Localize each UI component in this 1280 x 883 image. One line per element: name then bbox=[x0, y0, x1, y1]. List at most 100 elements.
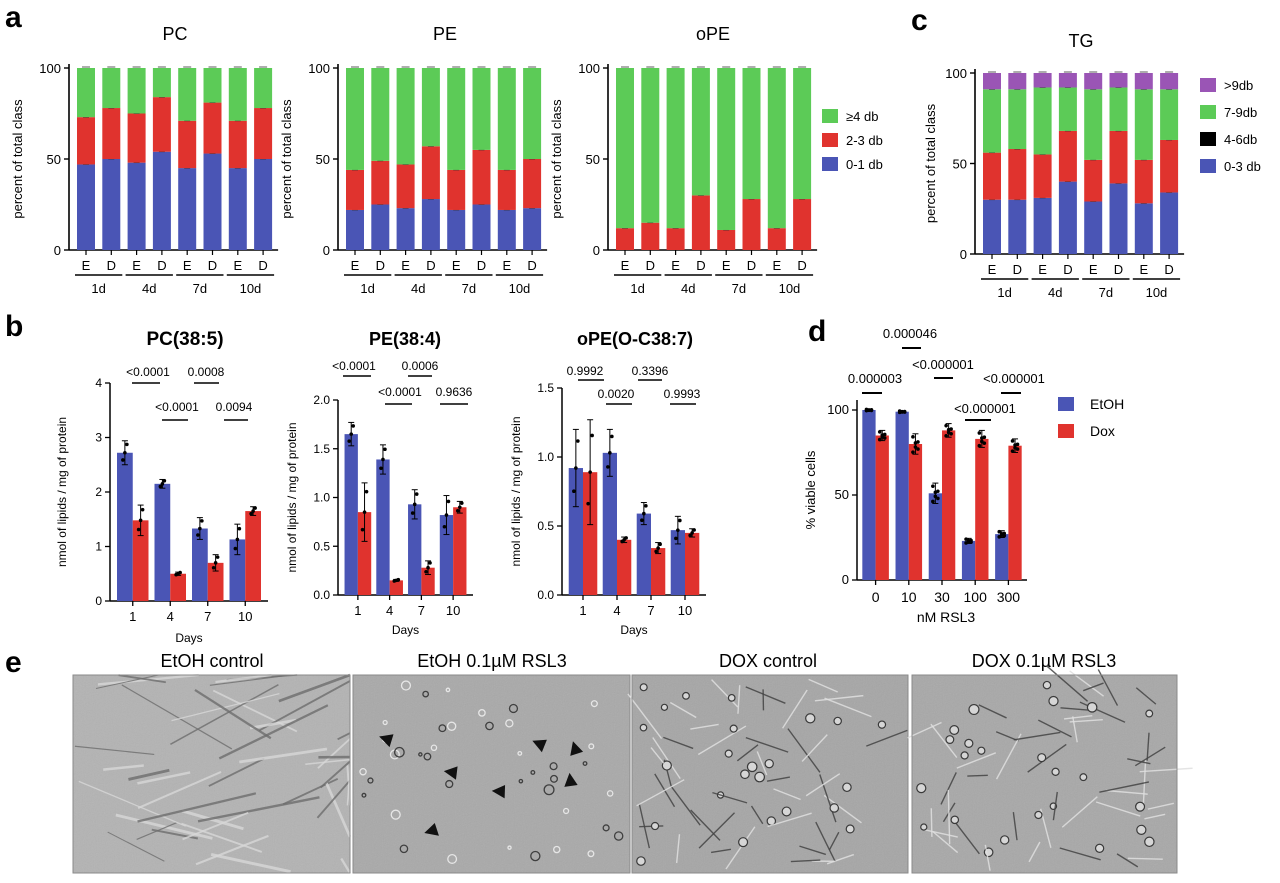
cell bbox=[340, 857, 351, 874]
group-label: 4d bbox=[142, 281, 156, 296]
bar-segment bbox=[102, 159, 121, 250]
cell-rounded bbox=[1048, 695, 1059, 707]
cell-spindle bbox=[636, 779, 685, 807]
cell bbox=[212, 689, 298, 733]
data-point bbox=[654, 549, 658, 554]
micrograph-border bbox=[911, 674, 1178, 874]
y-tick-label: 0 bbox=[842, 572, 849, 587]
bar bbox=[685, 532, 700, 595]
legend-label: 7-9db bbox=[1224, 105, 1257, 120]
legend-swatch bbox=[1200, 105, 1216, 119]
cell-spindle bbox=[1082, 682, 1104, 692]
cell-rounded bbox=[1094, 843, 1105, 854]
cell-rounded bbox=[960, 751, 969, 760]
cell-spindle bbox=[801, 734, 828, 762]
data-point bbox=[121, 458, 125, 462]
cell bbox=[239, 747, 328, 764]
data-point bbox=[658, 542, 662, 547]
cell bbox=[278, 673, 351, 703]
cell-debris bbox=[550, 774, 558, 783]
cell-spindle bbox=[814, 694, 864, 702]
bar-segment bbox=[254, 159, 273, 250]
bar bbox=[875, 435, 889, 580]
y-tick-label: 1.5 bbox=[313, 442, 330, 456]
cell-rounded bbox=[805, 713, 816, 724]
cell-rounded bbox=[738, 837, 749, 848]
legend-label: ≥4 db bbox=[846, 109, 878, 124]
panel-letter-b: b bbox=[5, 310, 23, 343]
cell bbox=[137, 792, 257, 823]
data-point bbox=[902, 410, 907, 414]
data-point bbox=[233, 546, 238, 551]
data-point bbox=[444, 513, 449, 517]
y-tick-label: 100 bbox=[827, 402, 849, 417]
x-tick-label: 7 bbox=[418, 603, 425, 618]
cell bbox=[181, 809, 244, 831]
bar-segment bbox=[254, 68, 273, 109]
panel-letter-a: a bbox=[5, 1, 22, 34]
bar-segment bbox=[152, 68, 171, 98]
arrowhead bbox=[570, 741, 584, 756]
data-point bbox=[931, 499, 935, 504]
cell-rounded bbox=[1086, 702, 1098, 713]
bar bbox=[602, 452, 617, 595]
cell-rounded bbox=[1037, 753, 1047, 763]
cell-debris bbox=[613, 831, 624, 841]
bar-segment bbox=[983, 199, 1001, 254]
bar-segment bbox=[1160, 73, 1179, 90]
y-tick-label: 1.0 bbox=[537, 450, 554, 464]
bar-segment bbox=[1058, 73, 1077, 88]
cell-spindle bbox=[790, 859, 821, 863]
bar-segment bbox=[472, 68, 491, 150]
bar-segment bbox=[1134, 89, 1153, 160]
cell-spindle bbox=[1105, 789, 1148, 795]
cell-spindle bbox=[766, 776, 791, 782]
cell-spindle bbox=[663, 736, 694, 750]
bar-segment bbox=[203, 153, 222, 250]
legend-label: Dox bbox=[1090, 423, 1115, 439]
data-point bbox=[574, 466, 578, 470]
micrograph-etoh-control bbox=[72, 673, 352, 874]
cell-spindle bbox=[1147, 802, 1175, 810]
bar-segment bbox=[346, 169, 364, 210]
data-point bbox=[383, 447, 387, 452]
cell-spindle bbox=[1059, 847, 1101, 861]
cell-spindle bbox=[940, 772, 957, 805]
bar bbox=[132, 520, 149, 601]
x-tick-label: D bbox=[696, 258, 705, 273]
data-point bbox=[913, 445, 918, 449]
x-tick-label: E bbox=[452, 258, 461, 273]
data-point bbox=[931, 484, 935, 488]
data-point bbox=[1002, 534, 1007, 538]
cell-spindle bbox=[956, 752, 997, 769]
bar-segment bbox=[447, 68, 466, 170]
data-point bbox=[364, 489, 369, 494]
data-point bbox=[624, 536, 628, 540]
bar-segment bbox=[616, 68, 634, 229]
cell-spindle bbox=[787, 728, 821, 773]
panel-letter-e: e bbox=[5, 646, 22, 679]
bar-segment bbox=[127, 162, 146, 250]
x-tick-label: 1 bbox=[129, 609, 136, 624]
p-value-label: <0.0001 bbox=[332, 359, 376, 373]
legend-swatch bbox=[822, 157, 838, 171]
panel-letter-d: d bbox=[808, 315, 826, 348]
group-label: 7d bbox=[462, 281, 476, 296]
cell-debris bbox=[399, 844, 409, 854]
bar-segment bbox=[983, 89, 1001, 153]
cell-spindle bbox=[823, 794, 862, 824]
cell-rounded bbox=[754, 771, 766, 783]
y-tick-label: 50 bbox=[586, 152, 600, 167]
x-tick-label: D bbox=[1013, 262, 1022, 277]
x-tick-label: E bbox=[401, 258, 410, 273]
cell-spindle bbox=[930, 723, 958, 758]
bar-segment bbox=[1008, 199, 1027, 254]
data-point bbox=[590, 433, 594, 438]
chart-title: oPE bbox=[696, 24, 730, 44]
x-tick-label: 30 bbox=[934, 589, 950, 605]
micrograph-texture bbox=[353, 675, 630, 873]
x-tick-label: D bbox=[107, 258, 116, 273]
cell-spindle bbox=[826, 853, 855, 865]
data-point bbox=[198, 526, 202, 531]
